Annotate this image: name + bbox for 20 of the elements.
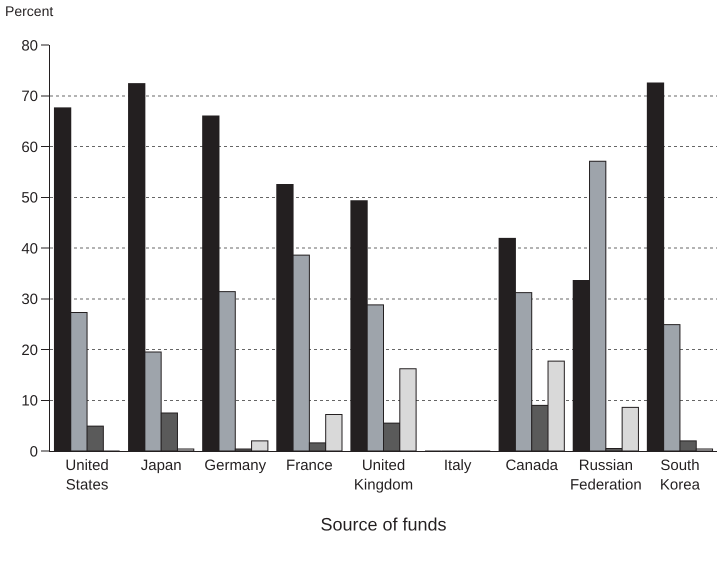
- y-tick-label: 60: [21, 138, 38, 156]
- y-tick-label: 20: [21, 342, 38, 359]
- y-tick-label: 30: [21, 291, 38, 308]
- y-axis-title: Percent: [5, 3, 54, 19]
- x-axis-title: Source of funds: [320, 514, 447, 535]
- y-tick-label: 40: [21, 240, 38, 258]
- x-tick-label: Italy: [444, 457, 472, 474]
- y-tick-label: 50: [21, 190, 38, 206]
- x-tick-label: Russian Federation: [570, 457, 642, 494]
- x-tick-label: South Korea: [660, 457, 701, 494]
- y-tick-label: 10: [21, 392, 38, 410]
- x-tick-label: United Kingdom: [354, 457, 414, 494]
- y-tick-label: 0: [30, 443, 38, 460]
- x-tick-label: Canada: [505, 457, 559, 474]
- y-tick-label: 80: [21, 37, 38, 54]
- x-tick-label: France: [286, 457, 333, 474]
- x-tick-label: Japan: [140, 457, 182, 474]
- x-tick-label: United States: [65, 457, 109, 494]
- y-tick-label: 70: [21, 88, 38, 105]
- x-tick-label: Germany: [204, 457, 267, 474]
